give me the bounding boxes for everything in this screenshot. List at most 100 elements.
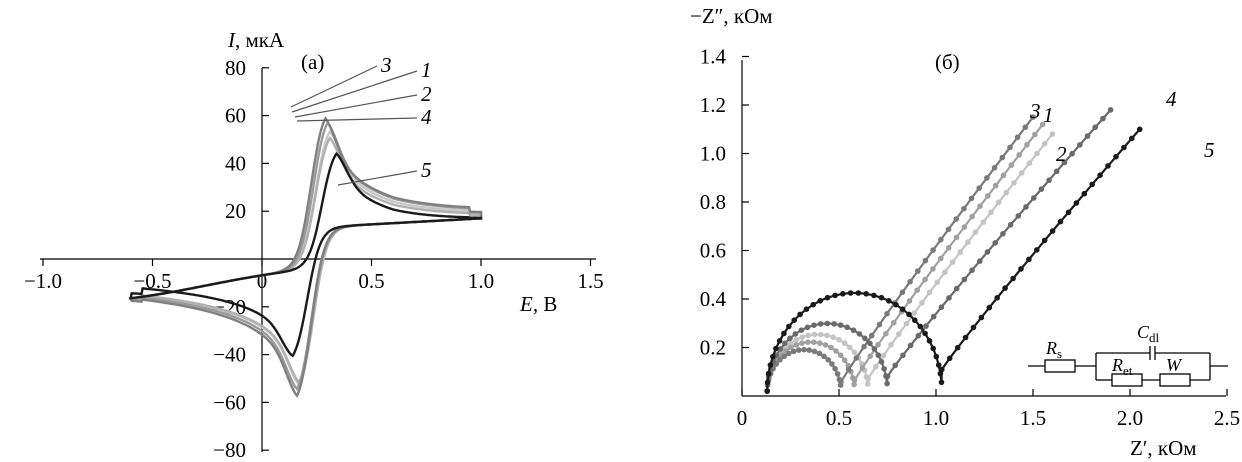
nyquist-point-4 (856, 331, 863, 337)
y-tick-label: −80 (213, 438, 246, 462)
nyquist-point-2 (865, 375, 871, 382)
nyquist-point-2 (880, 352, 887, 359)
nyquist-point-1 (859, 365, 866, 371)
nyquist-point-4 (1030, 195, 1037, 201)
nyquist-point-2 (799, 334, 805, 341)
nyquist-point-1 (992, 182, 999, 189)
x-tick-label: 1.5 (577, 269, 603, 293)
nyquist-point-5 (871, 292, 877, 299)
nyquist-point-3 (984, 175, 990, 181)
nyquist-point-4 (1046, 177, 1052, 183)
curve-label-1: 1 (421, 58, 432, 82)
nyquist-point-5 (765, 370, 772, 377)
nyquist-point-4 (938, 304, 945, 311)
nyquist-point-4 (1107, 107, 1114, 113)
nyquist-point-4 (1000, 231, 1006, 237)
nyquist-point-4 (862, 335, 868, 342)
nyquist-point-1 (938, 255, 944, 262)
nyquist-point-3 (832, 365, 838, 372)
y-tick-label: 40 (225, 151, 246, 175)
nyquist-point-4 (787, 335, 793, 342)
nyquist-point-4 (946, 295, 952, 301)
nyquist-point-3 (976, 185, 982, 191)
nyquist-point-1 (930, 266, 936, 272)
nyquist-point-5 (1002, 285, 1008, 291)
nyquist-point-4 (1084, 133, 1091, 139)
nyquist-point-2 (949, 259, 956, 265)
nyquist-point-1 (851, 381, 857, 388)
nyquist-point-3 (829, 361, 835, 367)
nyquist-point-4 (1053, 168, 1060, 175)
y-tick-label: 20 (225, 199, 246, 223)
nyquist-point-2 (896, 331, 902, 337)
nyquist-point-2 (957, 249, 964, 255)
nyquist-point-4 (811, 322, 817, 329)
nyquist-point-4 (1100, 115, 1106, 122)
nyquist-point-5 (797, 311, 803, 318)
nyquist-point-4 (798, 327, 805, 334)
nyquist-point-4 (817, 321, 824, 327)
cv-curve-5 (129, 151, 483, 358)
nyquist-point-4 (871, 346, 878, 352)
nyquist-point-3 (899, 289, 906, 296)
nyquist-point-2 (811, 331, 818, 338)
nyquist-point-5 (1041, 237, 1048, 244)
nyquist-point-5 (767, 362, 774, 368)
curve-label-2: 2 (421, 82, 432, 106)
nyquist-point-4 (878, 359, 885, 365)
nyquist-point-4 (907, 342, 914, 349)
nyquist-point-3 (868, 332, 875, 339)
nyquist-point-2 (911, 310, 917, 316)
nyquist-point-3 (825, 357, 831, 363)
x-axis-label: E, В (519, 292, 557, 316)
nyquist-point-5 (863, 291, 869, 297)
y-axis-label: I, мкА (227, 28, 285, 52)
nyquist-point-1 (969, 213, 975, 220)
nyquist-point-4 (875, 352, 882, 359)
nyquist-point-1 (1024, 141, 1030, 148)
nyquist-point-2 (824, 332, 830, 339)
nyquist-series-2 (764, 131, 1056, 394)
nyquist-point-4 (900, 352, 906, 359)
nyquist-point-1 (875, 342, 881, 348)
nyquist-point-3 (991, 164, 998, 171)
nyquist-point-2 (919, 300, 925, 306)
nyquist-point-5 (764, 388, 770, 394)
label-cdl: Cdl (1137, 322, 1160, 345)
nyquist-series-3 (764, 114, 1036, 394)
y-tick-label: 1.0 (700, 142, 726, 166)
nyquist-point-3 (811, 348, 818, 355)
y-tick-label: 0.6 (700, 239, 726, 263)
nyquist-point-5 (906, 311, 912, 318)
nyquist-point-1 (793, 342, 800, 348)
nyquist-point-2 (1026, 160, 1033, 166)
nyquist-point-5 (776, 338, 783, 344)
x-tick-label: 0 (257, 269, 268, 293)
nyquist-point-3 (1030, 114, 1036, 120)
nyquist-point-3 (961, 205, 967, 212)
nyquist-point-5 (770, 353, 776, 360)
nyquist-point-5 (917, 323, 924, 330)
x-tick-label: −1.0 (24, 269, 62, 293)
nyquist-point-3 (915, 268, 921, 274)
nyquist-point-5 (824, 294, 831, 301)
warburg-element (1159, 373, 1191, 387)
nyquist-point-1 (817, 340, 823, 346)
nyquist-point-1 (799, 340, 805, 346)
nyquist-point-1 (867, 353, 873, 360)
nyquist-point-5 (773, 345, 779, 352)
nyquist-point-1 (1000, 172, 1007, 179)
label-w: W (1166, 355, 1183, 375)
y-tick-label: 80 (225, 56, 246, 80)
x-tick-label: 0.5 (358, 269, 384, 293)
nyquist-point-1 (837, 352, 844, 359)
x-tick-label: 1.0 (923, 406, 949, 430)
nyquist-point-5 (986, 304, 993, 311)
nyquist-point-1 (961, 224, 968, 230)
nyquist-point-3 (884, 310, 890, 317)
nyquist-point-2 (988, 209, 994, 216)
resistor-rs (1044, 359, 1076, 373)
curve-label-4: 4 (421, 105, 432, 129)
nyquist-point-1 (1008, 162, 1015, 168)
